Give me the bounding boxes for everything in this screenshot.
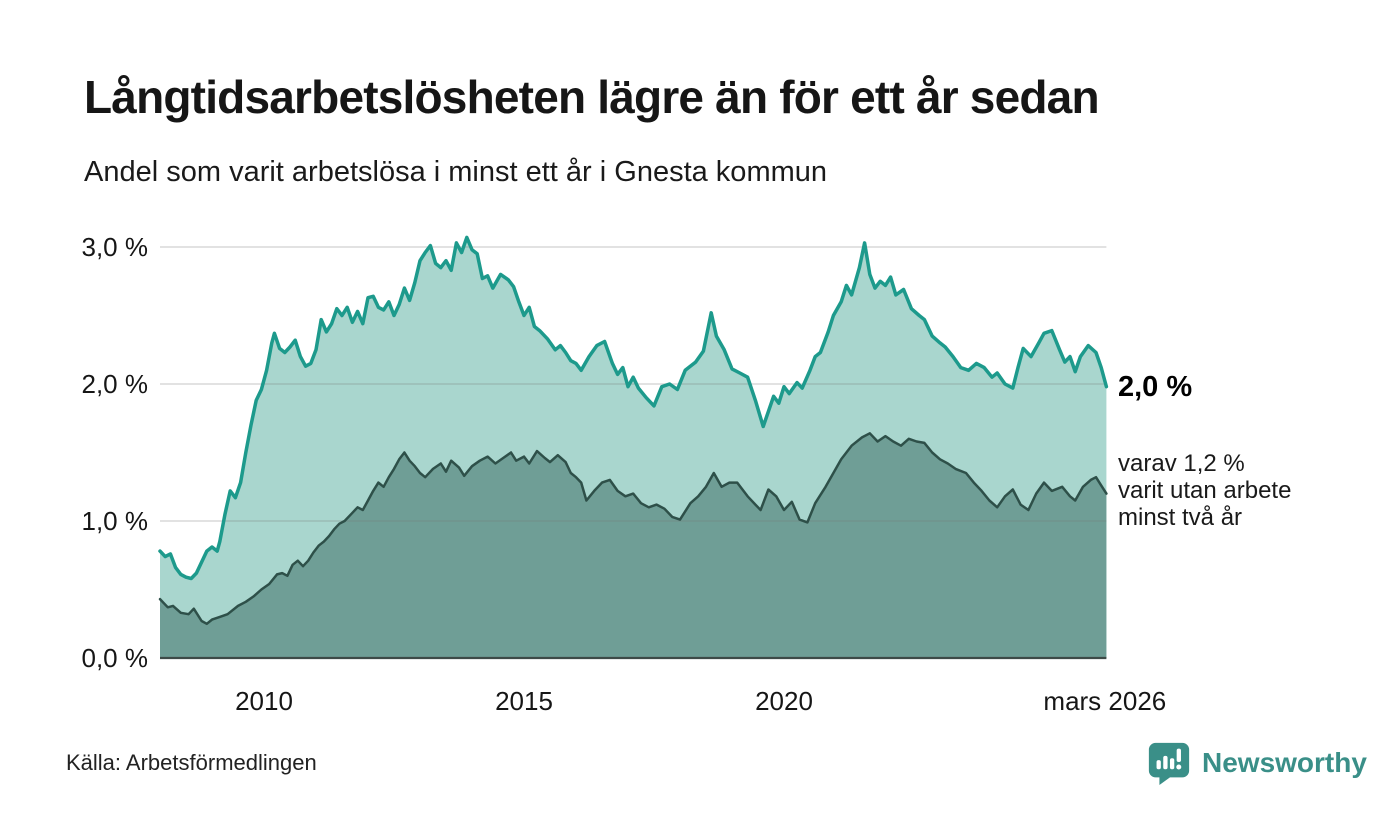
x-tick-label: 2020 (755, 686, 813, 716)
page-title: Långtidsarbetslösheten lägre än för ett … (84, 71, 1100, 123)
y-tick-label: 2,0 % (81, 369, 149, 399)
x-tick-label: 2010 (235, 686, 293, 716)
series2-annotation: varav 1,2 % varit utan arbete minst två … (1118, 450, 1292, 531)
area-chart-plot (158, 235, 1109, 660)
y-tick-label: 3,0 % (81, 232, 149, 262)
series-line (158, 235, 1109, 581)
x-tick-label: 2015 (495, 686, 553, 716)
source-caption: Källa: Arbetsförmedlingen (66, 750, 317, 775)
area-fill (160, 433, 1107, 658)
page-subtitle: Andel som varit arbetslösa i minst ett å… (84, 156, 828, 188)
newsworthy-bubble-chart-icon (1148, 742, 1190, 786)
newsworthy-logo[interactable]: Newsworthy (1146, 740, 1367, 786)
y-tick-label: 0,0 % (81, 643, 149, 673)
x-tick-label: mars 2026 (1043, 686, 1167, 716)
newsworthy-wordmark: Newsworthy (1202, 747, 1367, 778)
y-tick-label: 1,0 % (81, 506, 149, 536)
latest-value-annotation: 2,0 % (1118, 371, 1193, 403)
series-line (158, 432, 1108, 626)
